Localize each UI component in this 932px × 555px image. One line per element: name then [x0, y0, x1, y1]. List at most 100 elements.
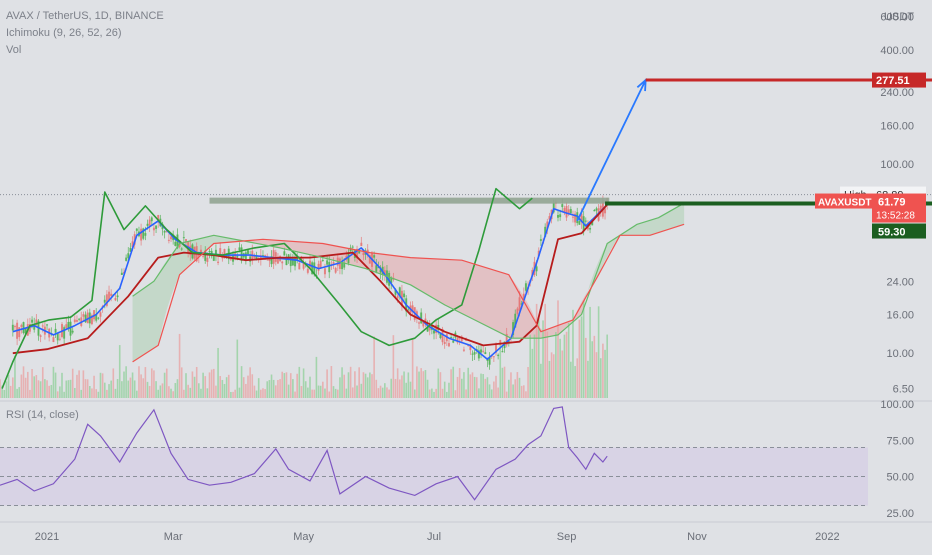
candle-body: [58, 338, 61, 340]
candle-body: [403, 293, 406, 298]
volume-legend[interactable]: Vol: [6, 44, 22, 56]
price-tick-label: 400.00: [880, 45, 914, 57]
volume-bar: [54, 372, 57, 398]
volume-bar: [512, 384, 514, 398]
candle-body: [456, 337, 459, 343]
volume-bar: [514, 379, 517, 398]
volume-bar: [108, 384, 110, 398]
volume-bar: [319, 385, 322, 398]
volume-bar: [183, 389, 185, 398]
volume-bar: [260, 389, 262, 398]
candle-body: [142, 228, 145, 239]
rsi-tick-label: 75.00: [886, 435, 914, 447]
candle-body: [499, 340, 502, 346]
volume-bar: [298, 366, 301, 398]
projection-arrow-line: [576, 79, 647, 222]
time-tick-label: Nov: [687, 531, 707, 543]
candle-body: [390, 277, 393, 283]
volume-bars: [0, 300, 608, 398]
volume-bar: [591, 341, 594, 398]
candle-body: [362, 252, 365, 256]
candle-body: [244, 252, 247, 261]
candle-body: [505, 333, 508, 346]
volume-bar: [454, 390, 457, 398]
candle-body: [291, 258, 294, 266]
volume-bar: [129, 377, 132, 398]
candle-body: [120, 272, 123, 275]
volume-bar: [307, 387, 309, 398]
series-senkou-b: [132, 223, 685, 363]
volume-bar: [245, 383, 247, 398]
volume-bar: [448, 382, 450, 398]
volume-bar: [587, 360, 589, 398]
volume-bar: [294, 391, 296, 398]
volume-bar: [165, 368, 168, 398]
volume-bar: [373, 336, 375, 398]
volume-bar: [369, 372, 371, 398]
volume-bar: [59, 386, 61, 398]
candle-body: [426, 326, 429, 332]
candle-body: [294, 256, 297, 267]
resistance-zone: [209, 197, 610, 204]
volume-bar: [236, 339, 239, 398]
volume-bar: [99, 372, 102, 398]
candle-body: [155, 225, 158, 229]
volume-bar: [39, 381, 42, 398]
candle-body: [170, 236, 173, 240]
candle-body: [415, 311, 418, 317]
volume-bar: [223, 383, 226, 398]
volume-bar: [550, 352, 553, 398]
candle-body: [561, 204, 564, 208]
volume-bar: [431, 388, 433, 398]
candle-body: [287, 254, 290, 259]
candle-body: [182, 237, 185, 239]
candle-body: [319, 260, 322, 268]
series-rsi: [0, 406, 608, 501]
symbol-legend[interactable]: AVAX / TetherUS, 1D, BINANCE: [6, 10, 164, 22]
volume-bar: [69, 379, 72, 398]
volume-bar: [180, 367, 183, 398]
volume-bar: [471, 372, 474, 398]
candle-body: [471, 353, 474, 355]
volume-bar: [495, 375, 497, 398]
ichimoku-legend[interactable]: Ichimoku (9, 26, 52, 26): [6, 27, 122, 39]
candle-body: [418, 322, 421, 324]
candle-body: [512, 322, 515, 336]
volume-bar: [93, 375, 95, 398]
volume-bar: [33, 376, 36, 398]
candle-body: [576, 212, 579, 224]
volume-bar: [172, 391, 174, 398]
volume-bar: [35, 375, 38, 398]
volume-bar: [490, 389, 493, 398]
volume-bar: [375, 379, 378, 398]
candle-body: [56, 333, 59, 341]
candle-body: [435, 324, 438, 333]
volume-bar: [123, 371, 125, 398]
volume-bar: [302, 368, 305, 398]
volume-bar: [473, 376, 476, 398]
volume-bar: [274, 385, 277, 398]
volume-bar: [65, 380, 68, 398]
candle-body: [462, 349, 465, 351]
candle-body: [578, 221, 581, 225]
volume-bar: [392, 335, 395, 398]
candle-body: [261, 255, 264, 257]
volume-bar: [114, 388, 117, 398]
volume-bar: [95, 389, 98, 398]
volume-bar: [193, 376, 196, 398]
price-tick-label: 160.00: [880, 120, 914, 132]
volume-bar: [279, 379, 281, 398]
candle-body: [394, 289, 397, 295]
volume-bar: [343, 374, 346, 398]
volume-bar: [142, 378, 145, 398]
volume-bar: [559, 338, 561, 398]
rsi-legend[interactable]: RSI (14, close): [6, 409, 79, 421]
volume-bar: [309, 376, 311, 398]
kumo-cloud-segment-1: [239, 239, 586, 339]
volume-bar: [606, 334, 608, 398]
kumo-cloud-segment-0: [132, 235, 240, 362]
candle-body: [108, 291, 111, 300]
candle-body: [255, 255, 258, 260]
